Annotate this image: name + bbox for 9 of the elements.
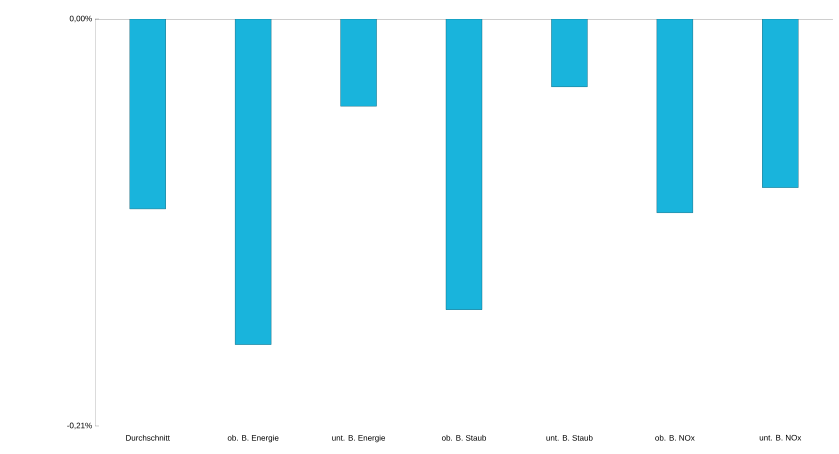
x-tick-label: ob. B. NOx [655, 434, 695, 441]
x-tick-label: unt. B. Energie [332, 434, 386, 442]
x-tick-label: unt. B. NOx [760, 434, 802, 441]
x-tick-label: ob. B. Energie [228, 434, 278, 442]
x-tick-label: unt. B. Staub [546, 434, 593, 441]
x-tick-label: ob. B. Staub [442, 434, 486, 441]
y-tick-label: -0,21% [67, 422, 92, 430]
y-tick-label: 0,00% [70, 16, 92, 22]
x-tick-label: Durchschnitt [126, 434, 170, 441]
